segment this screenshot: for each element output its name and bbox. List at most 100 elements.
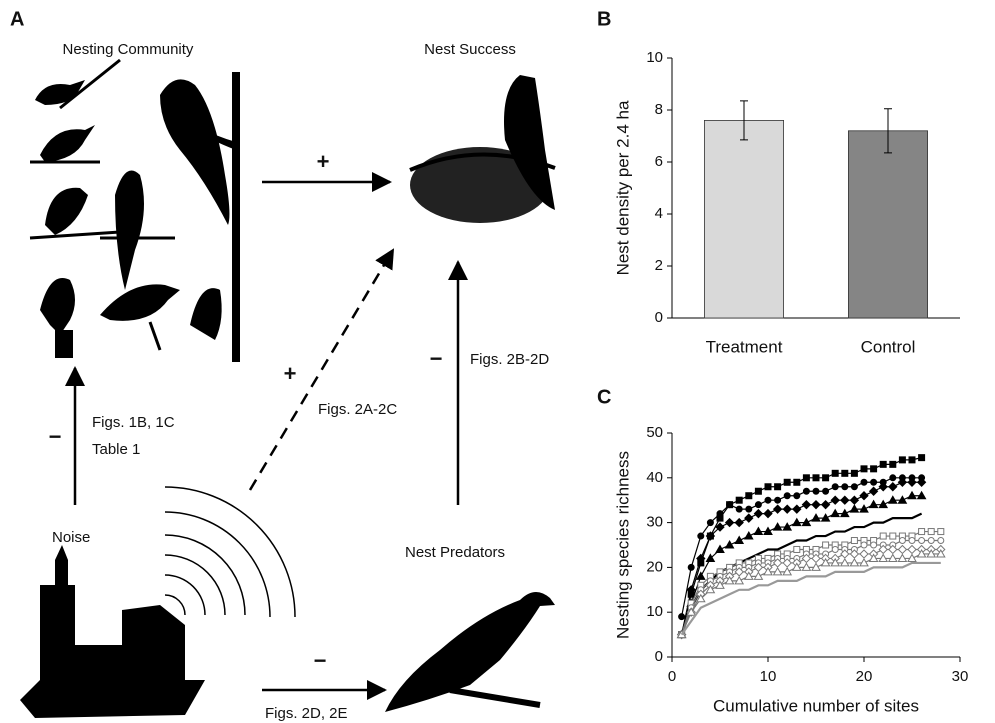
point	[832, 470, 838, 476]
point	[880, 533, 886, 539]
y-tick-label: 6	[655, 153, 663, 170]
point	[832, 546, 838, 552]
point	[860, 550, 868, 558]
edge-label: Figs. 2A-2C	[318, 401, 397, 418]
point	[908, 545, 916, 553]
point	[890, 475, 896, 481]
point	[823, 488, 829, 494]
point	[784, 479, 790, 485]
point	[765, 497, 771, 503]
point	[851, 484, 857, 490]
point	[831, 496, 839, 504]
point	[717, 511, 723, 517]
point	[726, 541, 734, 548]
panel-label: B	[597, 8, 611, 30]
figure: A B C Nesti	[0, 0, 995, 723]
y-tick-label: 4	[655, 205, 663, 222]
bar	[848, 131, 927, 318]
point	[919, 529, 925, 535]
point	[823, 542, 829, 548]
point	[890, 533, 896, 539]
panel-label: A	[10, 8, 24, 30]
point	[755, 502, 761, 508]
point	[812, 501, 820, 509]
point	[938, 538, 944, 544]
point	[813, 475, 819, 481]
point	[745, 532, 753, 539]
point	[716, 545, 724, 552]
point	[861, 479, 867, 485]
point	[754, 510, 762, 518]
point	[842, 470, 848, 476]
point	[861, 466, 867, 472]
x-tick-label: Treatment	[706, 337, 783, 356]
point	[928, 538, 934, 544]
point	[698, 533, 704, 539]
point	[841, 496, 849, 504]
point	[909, 457, 915, 463]
point	[813, 488, 819, 494]
edge-label: Figs. 2B-2D	[470, 351, 549, 368]
y-tick-label: 20	[646, 558, 663, 575]
y-axis-label: Nest density per 2.4 ha	[613, 100, 632, 275]
bar	[704, 120, 783, 318]
y-tick-label: 0	[655, 309, 663, 326]
y-tick-label: 40	[646, 469, 663, 486]
edge-sign: −	[49, 424, 62, 449]
point	[898, 545, 906, 553]
x-tick-label: 10	[760, 668, 777, 685]
point	[679, 614, 685, 620]
y-axis-label: Nesting species richness	[613, 451, 632, 639]
point	[861, 542, 867, 548]
y-tick-label: 10	[646, 49, 663, 66]
point	[793, 505, 801, 513]
edge-sign: +	[284, 361, 297, 386]
point	[745, 514, 753, 522]
node-label: Nesting Community	[63, 41, 194, 58]
point	[746, 493, 752, 499]
point	[871, 466, 877, 472]
point	[794, 546, 800, 552]
x-tick-label: 0	[668, 668, 676, 685]
point	[851, 538, 857, 544]
point	[735, 537, 743, 544]
point	[755, 488, 761, 494]
node-label: Nest Predators	[405, 544, 505, 561]
point	[832, 484, 838, 490]
series-line	[682, 554, 941, 635]
point	[775, 484, 781, 490]
point	[823, 475, 829, 481]
point	[919, 455, 925, 461]
point	[784, 493, 790, 499]
point	[919, 538, 925, 544]
point	[775, 497, 781, 503]
edge-sign: −	[314, 648, 327, 673]
point	[735, 519, 743, 527]
point	[802, 501, 810, 509]
noise-waves	[165, 487, 295, 617]
edge-sign: −	[430, 346, 443, 371]
point	[860, 492, 868, 500]
point	[727, 502, 733, 508]
x-tick-label: 30	[952, 668, 969, 685]
point	[803, 488, 809, 494]
y-tick-label: 2	[655, 257, 663, 274]
point	[746, 506, 752, 512]
node-label: Nest Success	[424, 41, 516, 58]
community-silhouettes	[30, 60, 240, 362]
nest-silhouette	[410, 75, 555, 223]
point	[736, 497, 742, 503]
y-tick-label: 8	[655, 101, 663, 118]
y-tick-label: 30	[646, 514, 663, 531]
point	[880, 461, 886, 467]
point	[871, 542, 877, 548]
point	[899, 457, 905, 463]
point	[736, 506, 742, 512]
point	[764, 510, 772, 518]
point	[851, 470, 857, 476]
node-label: Noise	[52, 529, 90, 546]
predator-silhouette	[385, 592, 555, 712]
point	[899, 538, 905, 544]
point	[842, 484, 848, 490]
point	[794, 493, 800, 499]
